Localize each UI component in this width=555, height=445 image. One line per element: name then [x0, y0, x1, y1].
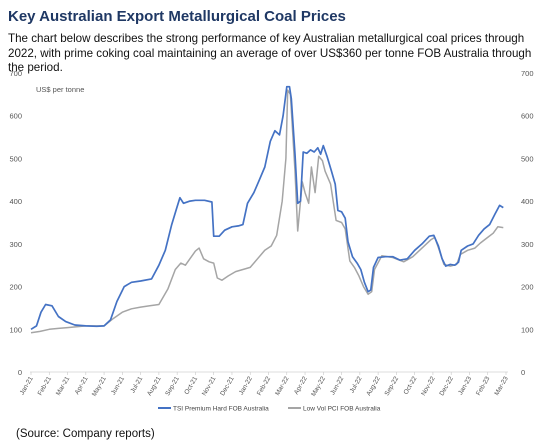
x-tick-label: Feb-21	[37, 375, 54, 397]
y-tick-label-left: 400	[9, 197, 22, 206]
y-tick-label-right: 600	[521, 112, 534, 121]
page-title: Key Australian Export Metallurgical Coal…	[8, 8, 346, 25]
x-tick-label: Mar-22	[274, 375, 291, 397]
x-tick-label: Nov-22	[420, 375, 437, 397]
y-tick-label-left: 600	[9, 112, 22, 121]
y-tick-label-left: 100	[9, 325, 22, 334]
x-tick-label: Jan-22	[238, 375, 254, 396]
y-tick-label-right: 100	[521, 325, 534, 334]
x-tick-label: Nov-21	[201, 375, 218, 397]
x-tick-label: Feb-23	[475, 375, 492, 397]
x-tick-label: Jan-21	[19, 375, 35, 396]
y-tick-label-left: 500	[9, 154, 22, 163]
series-line-0	[30, 85, 504, 331]
x-tick-label: Dec-22	[438, 375, 455, 397]
x-tick-label: Mar-23	[493, 375, 510, 397]
y-axis-right: 0 100 200 300 400 500 600 700	[521, 69, 534, 377]
legend: TSI Premium Hard FOB Australia Low Vol PC…	[158, 406, 381, 413]
x-tick-label: Apr-22	[293, 375, 309, 396]
y-tick-label-left: 200	[9, 283, 22, 292]
x-tick-label: Sep-22	[384, 375, 401, 397]
x-tick-label: Oct-21	[183, 375, 199, 396]
y-tick-label-right: 400	[521, 197, 534, 206]
description: The chart below describes the strong per…	[8, 32, 532, 74]
x-tick-label: Sep-21	[164, 375, 181, 397]
x-tick-label: Jun-22	[329, 375, 345, 396]
x-tick-label: Aug-21	[146, 375, 163, 397]
y-tick-label-right: 300	[521, 240, 534, 249]
x-tick-label: May-21	[91, 375, 108, 398]
y-tick-label-right: 0	[521, 368, 525, 377]
y-tick-label-right: 700	[521, 69, 534, 78]
series-lines	[30, 85, 504, 334]
x-tick-label: Jul-22	[349, 375, 364, 394]
y-tick-label-right: 200	[521, 283, 534, 292]
y-tick-label-right: 500	[521, 154, 534, 163]
y-tick-label-left: 0	[18, 368, 22, 377]
legend-label: Low Vol PCI FOB Australia	[303, 406, 381, 413]
x-tick-label: Oct-22	[403, 375, 419, 396]
x-tick-label: Dec-21	[219, 375, 236, 397]
y-tick-label-left: 300	[9, 240, 22, 249]
x-tick-label: May-22	[310, 375, 327, 398]
x-tick-label: Apr-21	[74, 375, 90, 396]
legend-label: TSI Premium Hard FOB Australia	[173, 406, 269, 413]
x-tick-label: Aug-22	[365, 375, 382, 397]
series-line-1	[30, 89, 504, 334]
y-axis-left: 0 100 200 300 400 500 600 700	[9, 69, 22, 377]
x-tick-label: Jul-21	[129, 375, 144, 394]
x-tick-label: Jun-21	[110, 375, 126, 396]
x-tick-label: Feb-22	[256, 375, 273, 397]
x-tick-label: Mar-21	[55, 375, 72, 397]
source-note: (Source: Company reports)	[16, 428, 155, 440]
x-axis: Jan-21 Feb-21 Mar-21 Apr-21 May-21 Jun-21 Jul-…	[19, 372, 510, 398]
y-axis-label: US$ per tonne	[36, 85, 84, 94]
y-tick-label-left: 700	[9, 69, 22, 78]
x-tick-label: Jan-23	[457, 375, 473, 396]
